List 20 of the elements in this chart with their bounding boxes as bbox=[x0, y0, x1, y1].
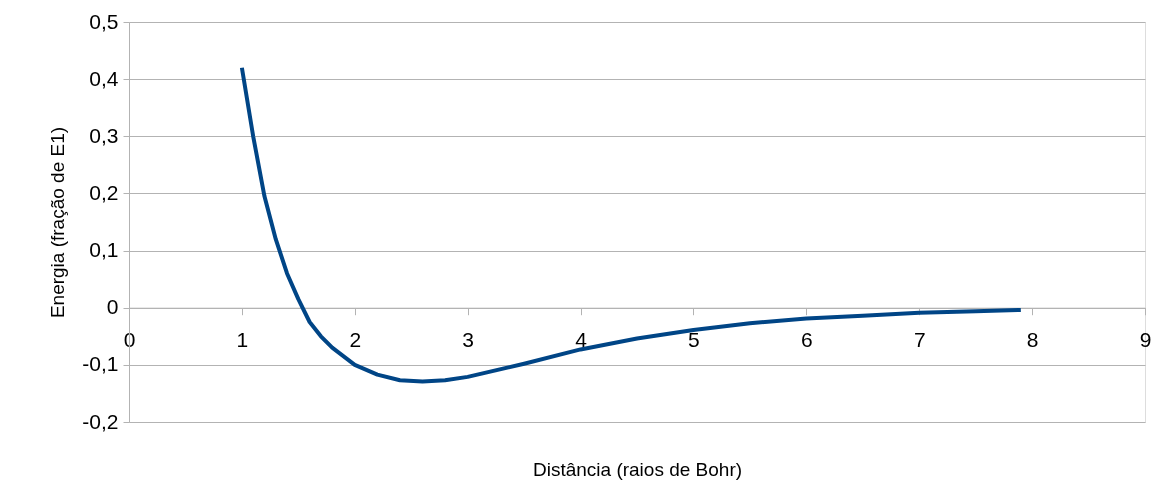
x-tick-label: 7 bbox=[913, 328, 926, 352]
x-tick-label: 3 bbox=[462, 328, 475, 352]
x-tick-label: 1 bbox=[236, 328, 249, 352]
line-series bbox=[239, 65, 1023, 384]
y-tick-label: 0,5 bbox=[89, 9, 119, 33]
y-tick-label: 0,1 bbox=[89, 238, 119, 262]
y-tick-label: 0,2 bbox=[89, 180, 119, 204]
y-axis-title: Energia (fração de E1) bbox=[47, 126, 69, 319]
y-tick-label: -0,1 bbox=[82, 352, 119, 376]
x-tick-label: 2 bbox=[349, 328, 362, 352]
x-tick-label: 6 bbox=[800, 328, 813, 352]
x-tick-label: 4 bbox=[575, 328, 588, 352]
y-tick-label: 0 bbox=[106, 295, 119, 319]
y-tick-label: 0,3 bbox=[89, 123, 119, 147]
x-tick-label: 8 bbox=[1026, 328, 1039, 352]
y-tick-label: 0,4 bbox=[89, 66, 119, 90]
y-tick-label: -0,2 bbox=[82, 409, 119, 433]
x-tick-label: 5 bbox=[688, 328, 700, 352]
x-tick-label: 9 bbox=[1139, 328, 1152, 352]
x-axis-title: Distância (raios de Bohr) bbox=[532, 458, 743, 480]
